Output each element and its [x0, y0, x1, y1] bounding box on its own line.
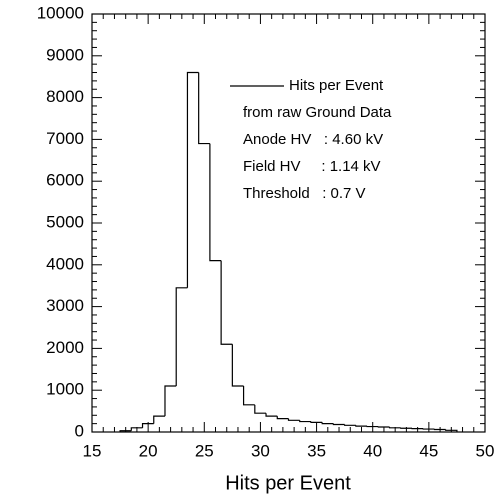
histogram-bar	[265, 413, 278, 417]
y-tick-label: 1000	[46, 380, 84, 399]
histogram-bar	[130, 427, 143, 431]
histogram-bar	[310, 421, 323, 423]
histogram-bar	[445, 429, 458, 432]
x-tick-label: 40	[363, 441, 382, 460]
annotation: Field HV : 1.14 kV	[243, 158, 381, 175]
y-tick-label: 6000	[46, 171, 84, 190]
histogram-bar	[119, 430, 132, 432]
histogram-bar	[287, 418, 300, 421]
histogram-bar	[355, 425, 368, 427]
annotation: from raw Ground Data	[243, 104, 392, 121]
x-tick-label: 50	[476, 441, 495, 460]
y-tick-label: 8000	[46, 87, 84, 106]
x-tick-label: 45	[419, 441, 438, 460]
x-tick-label: 20	[139, 441, 158, 460]
y-tick-label: 10000	[37, 3, 84, 22]
histogram-bar	[175, 287, 188, 387]
x-tick-label: 30	[251, 441, 270, 460]
annotation: Anode HV : 4.60 kV	[243, 131, 383, 148]
histogram-bar	[198, 72, 210, 145]
histogram-bar	[299, 420, 311, 423]
x-tick-label: 25	[195, 441, 214, 460]
histogram-bar	[153, 415, 165, 424]
y-tick-label: 7000	[46, 129, 84, 148]
histogram-bar	[141, 423, 154, 428]
y-tick-label: 4000	[46, 254, 84, 273]
histogram-bar	[231, 344, 244, 387]
histogram-bar	[242, 386, 255, 406]
x-axis-label: Hits per Event	[225, 472, 351, 494]
annotation: Threshold : 0.7 V	[243, 185, 366, 202]
x-tick-label: 15	[83, 441, 102, 460]
y-tick-label: 5000	[46, 212, 84, 231]
x-tick-label: 35	[307, 441, 326, 460]
histogram-bar	[388, 426, 401, 429]
histogram-bar	[276, 416, 289, 420]
y-tick-label: 2000	[46, 338, 84, 357]
y-tick-label: 0	[75, 421, 84, 440]
y-tick-label: 9000	[46, 45, 84, 64]
histogram-bar	[332, 423, 345, 426]
histogram-bar	[321, 422, 334, 425]
histogram-bar	[344, 424, 356, 426]
histogram-bar	[186, 71, 199, 288]
legend-label: Hits per Event	[289, 77, 384, 94]
histogram-bar	[164, 385, 177, 417]
histogram-bar	[209, 143, 222, 262]
histogram-bar	[220, 260, 233, 345]
histogram-bar	[254, 404, 267, 414]
y-tick-label: 3000	[46, 296, 84, 315]
